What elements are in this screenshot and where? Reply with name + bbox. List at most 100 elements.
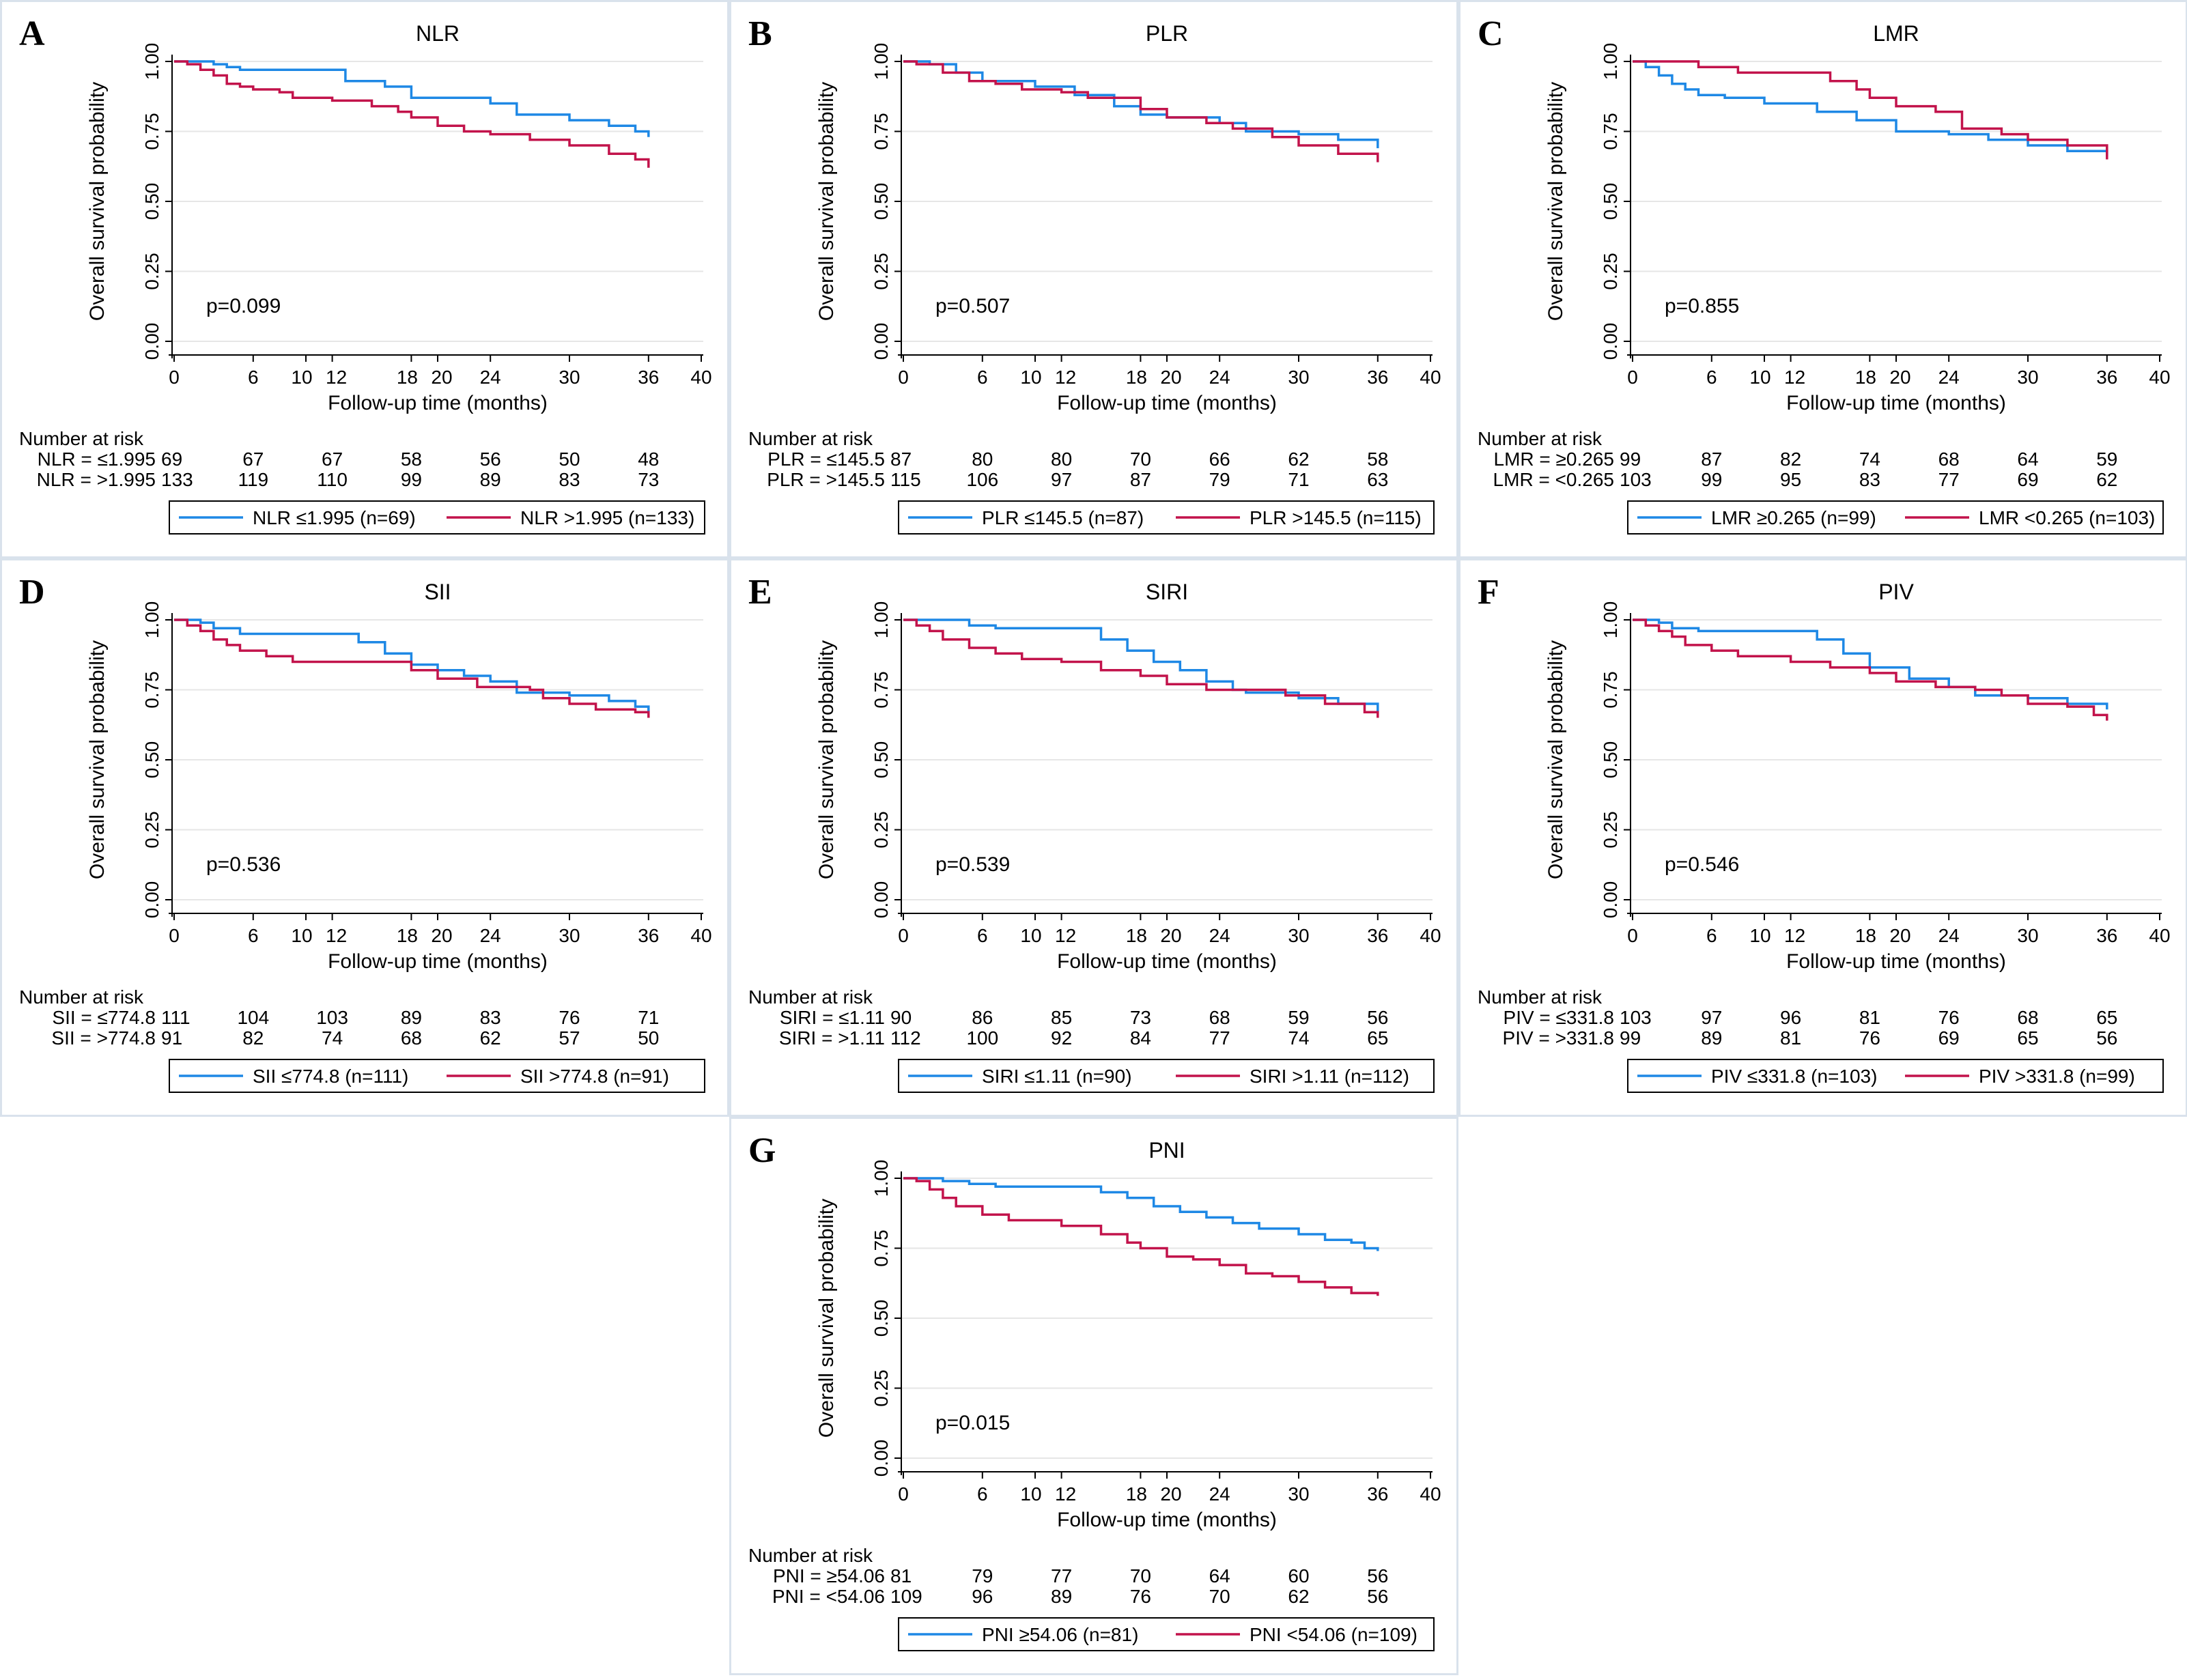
risk-count: 70 [1209,1586,1230,1607]
x-tick-label: 24 [1209,925,1230,946]
y-axis-label: Overall survival probability [815,1199,838,1438]
risk-count: 68 [2017,1007,2038,1028]
risk-count: 115 [890,469,921,490]
x-tick-label: 10 [1020,1483,1041,1505]
risk-count: 76 [559,1007,580,1028]
x-tick-label: 10 [1749,925,1770,946]
y-tick-label: 1.00 [141,43,163,81]
risk-count: 70 [1130,449,1151,470]
panel-border [1458,558,2187,1117]
risk-count: 100 [966,1027,998,1049]
risk-count: 87 [890,449,912,470]
risk-count: 99 [1620,1027,1641,1049]
panel-letter: D [19,573,45,612]
x-tick-label: 10 [1020,367,1041,388]
legend-box [898,1617,1435,1651]
risk-count: 99 [1701,469,1722,490]
risk-count: 106 [966,469,998,490]
risk-count: 56 [1367,1007,1388,1028]
risk-count: 69 [161,449,182,470]
x-tick-label: 20 [431,367,452,388]
km-curve-high [903,60,1379,162]
risk-row-label: SIRI = ≤1.11 [780,1007,885,1028]
risk-count: 85 [1051,1007,1072,1028]
risk-count: 97 [1051,469,1072,490]
risk-count: 50 [638,1027,659,1049]
risk-count: 81 [1859,1007,1880,1028]
x-tick-label: 12 [1055,367,1076,388]
x-tick-label: 12 [1055,925,1076,946]
y-tick-label: 0.50 [871,1300,892,1337]
risk-count: 83 [559,469,580,490]
x-tick-label: 18 [1855,367,1876,388]
p-value: p=0.099 [206,295,281,317]
y-tick-label: 0.00 [1600,323,1621,360]
y-tick-label: 0.25 [871,1369,892,1407]
risk-row-label: SII = >774.8 [51,1027,156,1049]
km-curve-high [1633,618,2108,721]
y-tick-label: 0.00 [871,1440,892,1477]
risk-count: 77 [1051,1565,1072,1586]
x-tick-label: 18 [397,925,418,946]
risk-count: 58 [1367,449,1388,470]
km-curve-high [903,618,1379,718]
x-tick-label: 6 [248,367,259,388]
x-tick-label: 6 [1706,367,1717,388]
risk-table-title: Number at risk [748,986,873,1008]
risk-count: 74 [322,1027,343,1049]
risk-count: 68 [401,1027,422,1049]
risk-count: 60 [1288,1565,1309,1586]
risk-table-title: Number at risk [748,1545,873,1566]
risk-row-label: PLR = >145.5 [767,469,885,490]
x-axis-label: Follow-up time (months) [1057,392,1277,414]
p-value: p=0.507 [935,295,1010,317]
risk-count: 66 [1209,449,1230,470]
risk-row-label: NLR = >1.995 [37,469,156,490]
risk-count: 92 [1051,1027,1072,1049]
x-tick-label: 30 [559,925,580,946]
y-tick-label: 1.00 [1600,43,1621,81]
y-tick-label: 0.00 [871,881,892,919]
x-tick-label: 40 [690,925,711,946]
risk-count: 63 [1367,469,1388,490]
x-tick-label: 30 [2017,925,2038,946]
x-axis-label: Follow-up time (months) [328,392,548,414]
risk-count: 73 [1130,1007,1151,1028]
y-tick-label: 0.25 [871,811,892,849]
panel-letter: E [748,573,772,612]
legend-label-high: NLR >1.995 (n=133) [520,507,694,528]
risk-count: 62 [1288,1586,1309,1607]
x-tick-label: 12 [326,367,347,388]
legend-label-high: PNI <54.06 (n=109) [1250,1624,1417,1645]
y-tick-label: 0.25 [141,811,163,849]
risk-count: 67 [322,449,343,470]
y-tick-label: 1.00 [1600,601,1621,639]
risk-table-title: Number at risk [19,428,144,449]
risk-count: 103 [1620,1007,1652,1028]
risk-count: 65 [2017,1027,2038,1049]
panel-border [0,0,729,558]
x-tick-label: 30 [2017,367,2038,388]
y-tick-label: 0.25 [141,253,163,290]
y-axis-label: Overall survival probability [1544,82,1567,321]
risk-count: 82 [1780,449,1801,470]
x-tick-label: 6 [977,1483,988,1505]
risk-count: 133 [161,469,193,490]
risk-count: 97 [1701,1007,1722,1028]
panel-b: B PLR 0.00 0.25 0.50 0.75 1.00 Overall survival… [729,0,1458,558]
p-value: p=0.536 [206,853,281,876]
risk-table-title: Number at risk [1478,986,1603,1008]
risk-row-label: PLR = ≤145.5 [767,449,885,470]
p-value: p=0.015 [935,1412,1010,1434]
y-axis-label: Overall survival probability [86,640,109,879]
risk-table-title: Number at risk [748,428,873,449]
y-tick-label: 0.50 [871,741,892,779]
x-tick-label: 18 [397,367,418,388]
km-curve-low [174,60,650,137]
x-tick-label: 0 [1627,367,1638,388]
panel-c: C LMR 0.00 0.25 0.50 0.75 1.00 Overall survival… [1458,0,2187,558]
risk-count: 74 [1288,1027,1309,1049]
legend-label-high: PLR >145.5 (n=115) [1250,507,1422,528]
risk-count: 79 [1209,469,1230,490]
